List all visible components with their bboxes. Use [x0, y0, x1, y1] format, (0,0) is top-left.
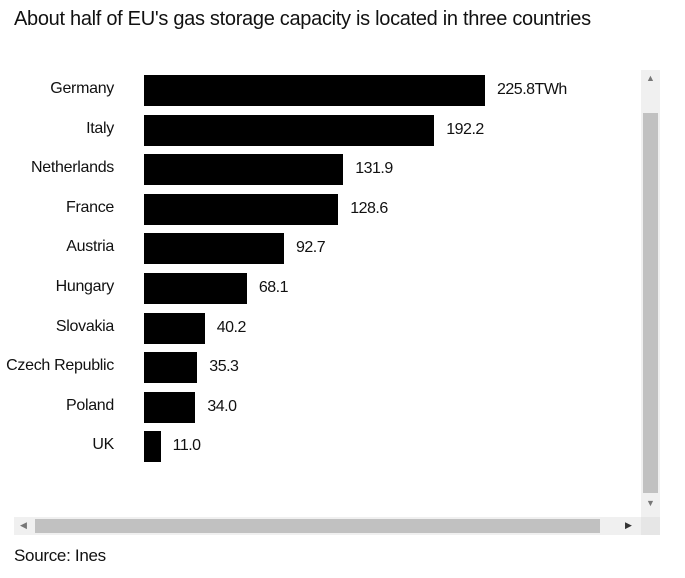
scroll-right-icon[interactable]: ▶ — [625, 520, 632, 530]
value-label: 131.9 — [355, 160, 393, 178]
value-label: 35.3 — [209, 358, 239, 376]
category-label: Italy — [86, 119, 114, 137]
value-label: 92.7 — [295, 239, 326, 257]
bar — [144, 154, 344, 186]
value-label: 11.0 — [172, 437, 201, 455]
scroll-up-icon[interactable]: ▲ — [646, 73, 655, 83]
category-label: Czech Republic — [6, 357, 114, 375]
vertical-scroll-thumb[interactable] — [643, 113, 658, 493]
bar — [144, 273, 247, 304]
category-label: Hungary — [55, 278, 115, 295]
category-label: UK — [92, 436, 114, 454]
scrollbar-corner — [641, 517, 660, 535]
category-label: Germany — [50, 80, 114, 97]
category-label: Poland — [65, 396, 114, 414]
value-label: 40.2 — [216, 318, 247, 336]
scroll-left-icon[interactable]: ◀ — [20, 520, 27, 530]
category-label: France — [66, 198, 114, 216]
value-label: 68.1 — [258, 279, 289, 296]
chart-scroll-container: Germany 225.8TWh Italy 192.2 Netherlands 131.… — [6, 70, 660, 535]
plot-area: Germany 225.8TWh Italy 192.2 Netherlands 131.… — [6, 70, 641, 517]
bar — [144, 114, 435, 146]
vertical-scrollbar[interactable]: ▲ ▼ — [641, 70, 660, 517]
bar — [144, 233, 284, 265]
bar — [144, 193, 339, 225]
value-label: 34.0 — [207, 397, 237, 415]
value-label: 192.2 — [446, 120, 484, 138]
bar — [144, 431, 161, 463]
source-note: Source: Ines — [14, 546, 106, 565]
scroll-down-icon[interactable]: ▼ — [646, 498, 655, 508]
category-label: Austria — [66, 238, 114, 256]
bar — [144, 75, 485, 106]
chart-title: About half of EU's gas storage capacity … — [14, 8, 591, 30]
bar — [144, 391, 196, 423]
value-label: 225.8TWh — [497, 81, 567, 98]
horizontal-scrollbar[interactable]: ◀ ▶ — [14, 517, 641, 535]
category-label: Slovakia — [55, 317, 114, 335]
bar — [144, 312, 205, 344]
category-label: Netherlands — [31, 159, 114, 177]
bar — [144, 352, 198, 384]
value-label: 128.6 — [350, 199, 388, 217]
horizontal-scroll-thumb[interactable] — [35, 519, 600, 533]
